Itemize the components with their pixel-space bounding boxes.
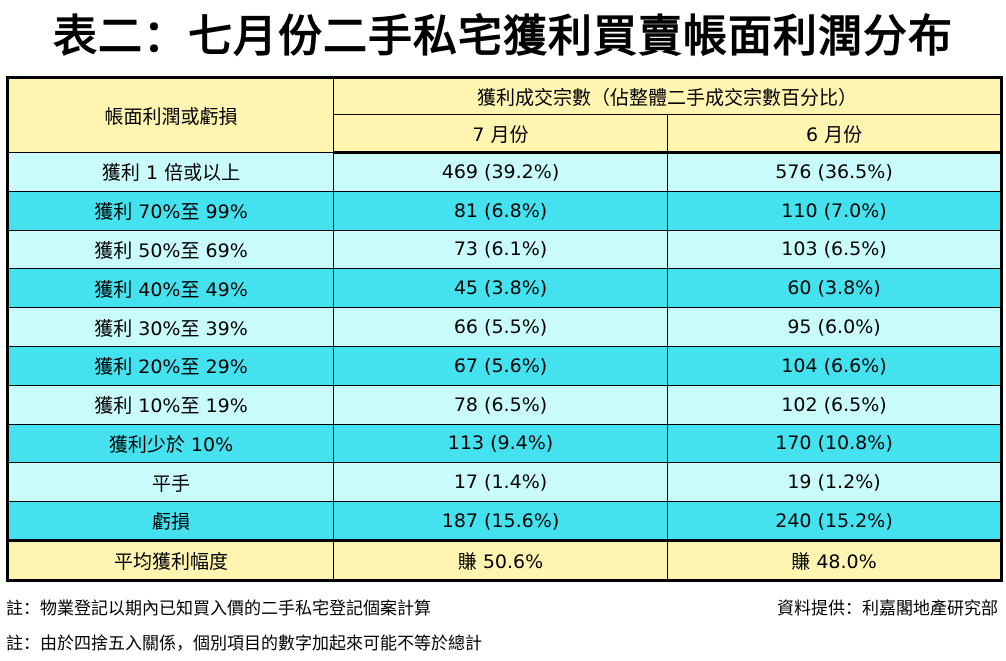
table-row: 獲利 50%至 69% 73 (6.1%) 103 (6.5%) <box>7 229 1003 270</box>
july-value: 67 (5.6%) <box>333 345 668 386</box>
july-value: 469 (39.2%) <box>333 152 668 192</box>
june-value: 104 (6.6%) <box>666 345 1003 386</box>
table-row: 獲利 40%至 49% 45 (3.8%) 60 (3.8%) <box>7 268 1003 309</box>
july-value: 17 (1.4%) <box>333 462 668 503</box>
average-row: 平均獲利幅度賺 50.6% 賺 48.0% <box>7 538 1003 582</box>
july-value: 187 (15.6%) <box>333 501 668 541</box>
row-label-header: 帳面利潤或虧損 <box>7 77 334 153</box>
table-row: 平手 17 (1.4%) 19 (1.2%) <box>7 462 1003 503</box>
footnote-registration: 註：物業登記以期內已知買入價的二手私宅登記個案計算 <box>6 599 431 619</box>
june-value: 576 (36.5%) <box>666 152 1003 192</box>
footnote-rounding: 註：由於四捨五入關係，個別項目的數字加起來可能不等於總計 <box>6 634 482 654</box>
table-row: 獲利 20%至 29% 67 (5.6%) 104 (6.6%) <box>7 345 1003 386</box>
average-label: 平均獲利幅度 <box>7 538 334 582</box>
june-value: 95 (6.0%) <box>666 307 1003 347</box>
row-label: 獲利 70%至 99% <box>7 190 334 231</box>
june-value: 103 (6.5%) <box>666 229 1003 270</box>
average-june: 賺 48.0% <box>666 538 1003 582</box>
july-value: 45 (3.8%) <box>333 268 668 309</box>
row-label: 獲利 50%至 69% <box>7 229 334 270</box>
average-july: 賺 50.6% <box>333 538 668 582</box>
july-value: 78 (6.5%) <box>333 384 668 425</box>
group-header: 獲利成交宗數（佔整體二手成交宗數百分比） <box>332 77 1003 115</box>
june-value: 102 (6.5%) <box>666 384 1003 425</box>
table-row: 獲利 30%至 39% 66 (5.5%) 95 (6.0%) <box>7 307 1003 347</box>
july-value: 66 (5.5%) <box>333 307 668 347</box>
row-label: 平手 <box>7 462 334 503</box>
june-value: 170 (10.8%) <box>666 423 1003 464</box>
row-label: 獲利 10%至 19% <box>7 384 334 425</box>
july-value: 81 (6.8%) <box>333 190 668 231</box>
july-header: 7 月份 <box>333 114 668 154</box>
table-row: 獲利 1 倍或以上 469 (39.2%) 576 (36.5%) <box>7 152 1003 192</box>
june-value: 19 (1.2%) <box>666 462 1003 503</box>
row-label: 獲利少於 10% <box>7 423 334 464</box>
june-header: 6 月份 <box>666 114 1003 154</box>
june-value: 110 (7.0%) <box>666 190 1003 231</box>
row-label: 獲利 30%至 39% <box>7 307 334 347</box>
july-value: 73 (6.1%) <box>333 229 668 270</box>
profit-distribution-table: 帳面利潤或虧損 獲利成交宗數（佔整體二手成交宗數百分比） 7 月份 6 月份 獲… <box>6 76 1004 582</box>
june-value: 240 (15.2%) <box>666 501 1003 541</box>
table-row: 獲利 10%至 19% 78 (6.5%) 102 (6.5%) <box>7 384 1003 425</box>
table-row: 虧損 187 (15.6%) 240 (15.2%) <box>7 501 1003 541</box>
table-row: 獲利少於 10% 113 (9.4%) 170 (10.8%) <box>7 423 1003 464</box>
june-value: 60 (3.8%) <box>666 268 1003 309</box>
data-source: 資料提供：利嘉閣地產研究部 <box>777 599 998 619</box>
row-label: 獲利 20%至 29% <box>7 345 334 386</box>
table-row: 獲利 70%至 99% 81 (6.8%) 110 (7.0%) <box>7 190 1003 231</box>
july-value: 113 (9.4%) <box>333 423 668 464</box>
row-label: 獲利 1 倍或以上 <box>7 152 334 192</box>
row-label: 虧損 <box>7 501 334 541</box>
table-title: 表二：七月份二手私宅獲利買賣帳面利潤分布 <box>53 11 953 62</box>
row-label: 獲利 40%至 49% <box>7 268 334 309</box>
